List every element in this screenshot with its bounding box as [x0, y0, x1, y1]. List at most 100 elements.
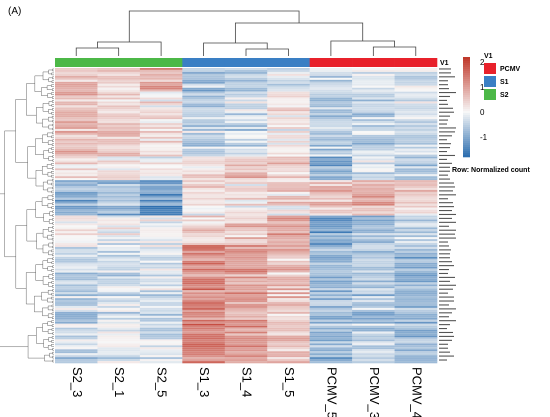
heatmap-cell [309, 323, 353, 326]
row-label-mark [439, 229, 456, 231]
heatmap-cell [182, 262, 226, 265]
heatmap-cell [394, 266, 438, 269]
heatmap-cell [309, 229, 353, 232]
heatmap-cell [182, 223, 226, 226]
heatmap-cell [224, 282, 268, 285]
heatmap-cell [97, 315, 141, 319]
heatmap-cell [352, 95, 395, 98]
heatmap-cell [55, 146, 98, 149]
dendrogram-branch [51, 233, 54, 237]
dendrogram-branch [52, 355, 54, 359]
heatmap-cell [309, 225, 353, 228]
heatmap-cell [182, 174, 226, 177]
heatmap-cell [352, 258, 395, 262]
heatmap-cell [55, 195, 98, 199]
heatmap-cell [267, 142, 310, 145]
heatmap-cell [182, 292, 226, 295]
colorbar-step [463, 89, 470, 92]
heatmap-cell [267, 191, 310, 195]
heatmap-cell [224, 319, 268, 322]
heatmap-cell [139, 256, 183, 260]
heatmap-cell [352, 296, 395, 299]
heatmap-cell [309, 187, 353, 191]
heatmap-cell [139, 199, 183, 203]
heatmap-cell [352, 180, 395, 183]
row-label-mark [439, 111, 454, 113]
heatmap-cell [394, 93, 438, 96]
heatmap-cell [55, 335, 98, 338]
row-label-mark [439, 194, 456, 196]
column-label: S2_3 [70, 367, 85, 397]
heatmap-cell [182, 213, 226, 216]
heatmap-cell [394, 127, 438, 130]
heatmap-cell [267, 268, 310, 271]
heatmap-cell [182, 215, 226, 218]
heatmap-cell [55, 111, 98, 114]
row-label-mark [439, 170, 450, 172]
heatmap-cell [267, 199, 310, 203]
heatmap-cell [309, 79, 353, 83]
heatmap-cell [352, 290, 395, 293]
heatmap-cell [352, 107, 395, 110]
heatmap-cell [139, 258, 183, 262]
heatmap-cell [182, 201, 226, 204]
heatmap-cell [139, 239, 183, 242]
dendrogram-branch [52, 159, 54, 162]
heatmap-cell [309, 81, 353, 85]
colorbar-step [463, 99, 470, 102]
row-label-mark [439, 76, 455, 78]
heatmap-cell [182, 207, 226, 210]
colorbar-step [463, 69, 470, 72]
heatmap-cell [352, 353, 395, 356]
heatmap-cell [182, 233, 226, 236]
heatmap-cell [97, 132, 141, 136]
heatmap-cell [267, 347, 310, 350]
heatmap-cell [309, 199, 353, 203]
column-label: S2_5 [155, 367, 170, 397]
heatmap-cell [55, 280, 98, 283]
heatmap-cell [394, 290, 438, 293]
heatmap-cell [309, 113, 353, 116]
heatmap-cell [97, 333, 141, 336]
heatmap-cell [267, 233, 310, 236]
heatmap-cell [309, 221, 353, 224]
heatmap-cell [139, 262, 183, 265]
heatmap-cell [139, 81, 183, 85]
heatmap-cell [309, 73, 353, 77]
heatmap-cell [352, 130, 395, 134]
heatmap-cell [352, 99, 395, 102]
heatmap-cell [182, 278, 226, 281]
heatmap-cell [55, 298, 98, 301]
dendrogram-branch [51, 163, 54, 166]
heatmap-cell [394, 254, 438, 258]
heatmap-cell [55, 168, 98, 171]
heatmap-cell [182, 237, 226, 240]
heatmap-cell [394, 333, 438, 336]
heatmap-cell [309, 256, 353, 260]
heatmap-cell [309, 168, 353, 171]
heatmap-cell [55, 213, 98, 216]
heatmap-cell [309, 117, 353, 120]
heatmap-cell [182, 162, 226, 165]
heatmap-cell [139, 193, 183, 197]
heatmap-cell [97, 341, 141, 344]
heatmap-cell [394, 307, 438, 311]
heatmap-cell [55, 101, 98, 104]
heatmap-cell [224, 213, 268, 216]
heatmap-cell [394, 286, 438, 289]
heatmap-cell [394, 298, 438, 301]
heatmap-cell [182, 276, 226, 279]
dendrogram-branch [44, 354, 53, 362]
heatmap-cell [394, 107, 438, 110]
heatmap-cell [55, 93, 98, 96]
heatmap-cell [267, 246, 310, 250]
heatmap-cell [97, 317, 141, 321]
heatmap-cell [309, 144, 353, 147]
heatmap-cell [97, 325, 141, 328]
dendrogram-branch [372, 46, 417, 56]
heatmap-cell [267, 349, 310, 352]
heatmap-cell [182, 256, 226, 260]
heatmap-cell [394, 274, 438, 277]
heatmap-cell [97, 286, 141, 289]
heatmap-cell [224, 309, 268, 313]
